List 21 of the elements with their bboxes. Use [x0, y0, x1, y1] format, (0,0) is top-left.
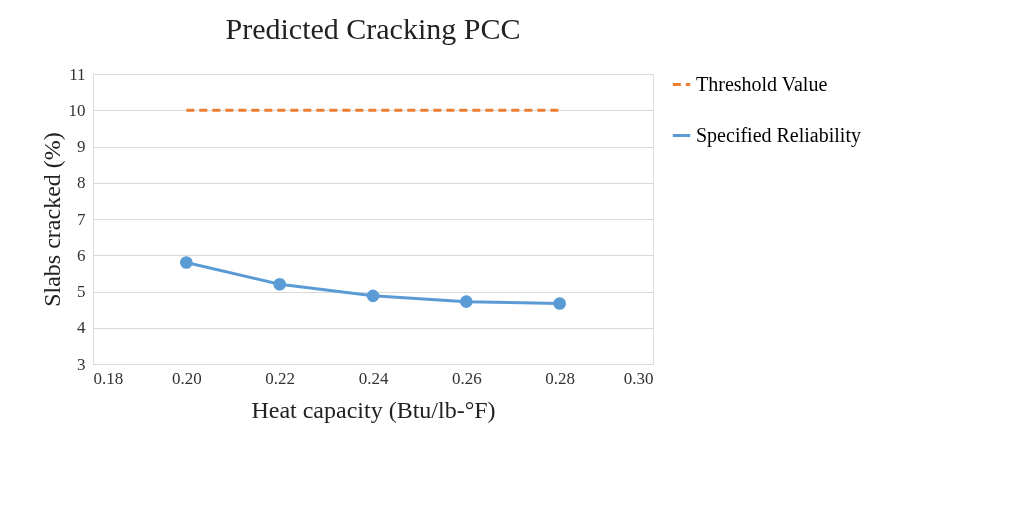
y-tick-label: 6	[77, 245, 86, 265]
y-tick-label: 3	[77, 354, 86, 374]
x-tick-label: 0.18	[93, 368, 124, 388]
x-tick-label: 0.26	[451, 368, 482, 388]
x-tick-label: 0.28	[545, 368, 576, 388]
x-tick-label: 0.22	[265, 368, 296, 388]
y-tick-label: 8	[77, 173, 86, 193]
legend-label: Threshold Value	[696, 72, 828, 95]
y-tick-label: 4	[77, 318, 86, 338]
y-tick-label: 5	[77, 282, 86, 301]
y-tick-label: 9	[77, 137, 86, 156]
chart-title: Predicted Cracking PCC	[225, 12, 521, 45]
legend-label: Specified Reliability	[696, 123, 861, 147]
y-axis-title: Slabs cracked (%)	[38, 132, 65, 307]
x-axis-title: Heat capacity (Btu/lb-°F)	[251, 396, 496, 423]
x-tick-label: 0.24	[358, 368, 389, 388]
x-tick-label: 0.20	[171, 368, 202, 388]
y-tick-label: 10	[68, 100, 86, 120]
y-tick-label: 7	[77, 209, 86, 229]
y-tick-label: 11	[69, 64, 86, 84]
x-tick-label: 0.30	[623, 368, 654, 388]
